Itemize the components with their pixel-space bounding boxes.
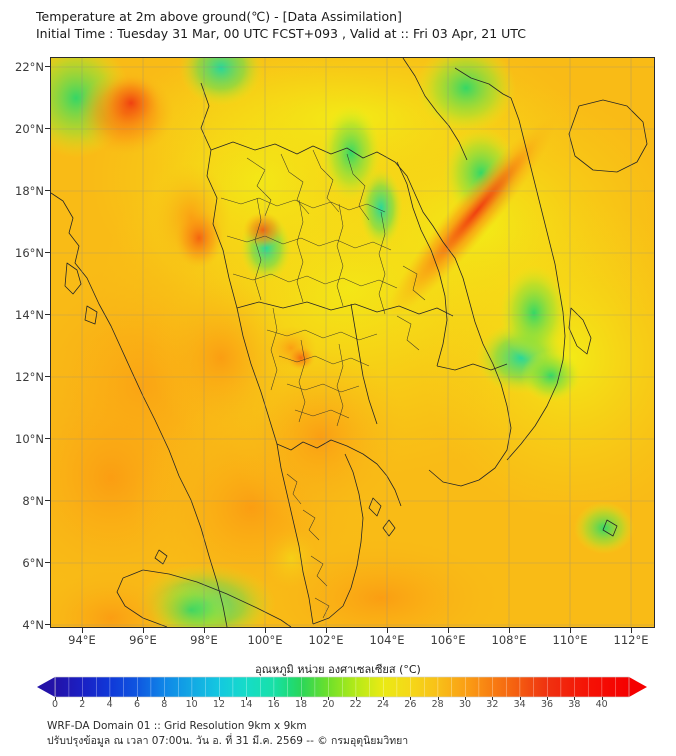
colorbar-tick-mark (410, 697, 412, 700)
colorbar-tick-6: 6 (133, 699, 141, 710)
xtick-label-104e: 104°E (369, 633, 405, 647)
xtick-mark (509, 628, 510, 633)
colorbar-tick-8: 8 (161, 699, 168, 710)
xtick-mark (387, 628, 388, 633)
ytick-mark (45, 66, 50, 67)
colorbar-tick-mark (328, 697, 330, 700)
xtick-mark (326, 628, 327, 633)
colorbar-tick-12: 12 (212, 699, 226, 710)
xtick-label-102e: 102°E (308, 633, 344, 647)
colorbar-tick-mark (383, 697, 384, 700)
ytick-mark (45, 562, 50, 563)
xtick-mark (448, 628, 449, 633)
colorbar-tick-0: 0 (51, 699, 59, 710)
colorbar-title: อุณหภูมิ หน่วย องศาเซลเซียส (°C) (255, 663, 421, 676)
xtick-label-100e: 100°E (247, 633, 283, 647)
chart-subtitle: Initial Time : Tuesday 31 Mar, 00 UTC FC… (36, 26, 526, 41)
footer-update-info: ปรับปรุงข้อมูล ณ เวลา 07:00น. วัน อ. ที่… (47, 735, 409, 747)
colorbar-tick-32: 32 (486, 699, 499, 710)
temperature-field-svg (51, 58, 654, 627)
colorbar: อุณหภูมิ หน่วย องศาเซลเซียส (°C) (0, 660, 676, 712)
ytick-mark (45, 252, 50, 253)
xtick-label-106e: 106°E (430, 633, 466, 647)
ytick-mark (45, 376, 50, 377)
colorbar-tick-40: 40 (595, 699, 608, 710)
temperature-map (50, 57, 655, 628)
xtick-mark (570, 628, 571, 633)
ytick-label-6n: 6°N (22, 556, 44, 570)
province-boundaries-layer (220, 149, 426, 619)
colorbar-tick-mark (355, 697, 357, 700)
colorbar-tick-mark (219, 697, 220, 700)
colorbar-tick-34: 34 (513, 699, 526, 710)
xtick-mark (631, 628, 632, 633)
ytick-mark (45, 500, 50, 501)
ytick-mark (45, 624, 50, 625)
xtick-label-112e: 112°E (613, 633, 649, 647)
ytick-mark (45, 314, 50, 315)
ytick-mark (45, 128, 50, 129)
xtick-mark (143, 628, 144, 633)
colorbar-tick-mark (519, 697, 521, 700)
colorbar-tick-mark (492, 697, 494, 700)
colorbar-tick-18: 18 (294, 699, 308, 710)
ytick-mark (45, 190, 50, 191)
coastline-layer (51, 58, 648, 627)
colorbar-tick-14: 14 (240, 699, 253, 710)
colorbar-tick-28: 28 (431, 699, 444, 710)
xtick-label-96e: 96°E (129, 633, 157, 647)
colorbar-tick-mark (191, 697, 193, 700)
ytick-mark (45, 438, 50, 439)
colorbar-tick-26: 26 (404, 699, 417, 710)
xtick-mark (204, 628, 205, 633)
ytick-label-16n: 16°N (15, 246, 44, 260)
ytick-label-22n: 22°N (15, 60, 44, 74)
xtick-mark (82, 628, 83, 633)
colorbar-tick-4: 4 (106, 699, 113, 710)
colorbar-tick-mark (164, 697, 166, 700)
colorbar-tick-mark (109, 697, 111, 700)
colorbar-tick-mark (574, 697, 576, 700)
chart-title-block: Temperature at 2m above ground(℃) - [Dat… (36, 8, 656, 42)
ytick-label-18n: 18°N (15, 184, 44, 198)
ytick-label-4n: 4°N (22, 618, 44, 632)
colorbar-tick-mark (547, 697, 548, 700)
xtick-label-108e: 108°E (491, 633, 527, 647)
colorbar-tick-mark (55, 697, 56, 700)
colorbar-tick-16: 16 (267, 699, 280, 710)
colorbar-tick-mark (437, 697, 439, 700)
ytick-label-10n: 10°N (15, 432, 44, 446)
ytick-label-14n: 14°N (15, 308, 44, 322)
colorbar-tick-36: 36 (540, 699, 554, 710)
xtick-label-98e: 98°E (190, 633, 218, 647)
ytick-label-8n: 8°N (22, 494, 44, 508)
colorbar-tick-mark (601, 697, 603, 700)
xtick-mark (265, 628, 266, 633)
colorbar-tick-2: 2 (79, 699, 86, 710)
colorbar-tick-mark (273, 697, 275, 700)
ytick-label-20n: 20°N (15, 122, 44, 136)
colorbar-tick-24: 24 (376, 699, 390, 710)
colorbar-tick-22: 22 (349, 699, 362, 710)
colorbar-tick-30: 30 (458, 699, 472, 710)
colorbar-tick-20: 20 (322, 699, 335, 710)
colorbar-tick-mark (465, 697, 466, 700)
colorbar-tick-mark (137, 697, 138, 700)
colorbar-tick-mark (301, 697, 302, 700)
page-title: Temperature at 2m above ground(℃) - [Dat… (36, 9, 402, 24)
colorbar-tick-38: 38 (568, 699, 581, 710)
colorbar-gradient (37, 676, 647, 698)
ytick-label-12n: 12°N (15, 370, 44, 384)
xtick-label-94e: 94°E (68, 633, 96, 647)
colorbar-tick-mark (82, 697, 84, 700)
xtick-label-110e: 110°E (552, 633, 588, 647)
graticule-layer (51, 58, 654, 627)
colorbar-tick-mark (246, 697, 248, 700)
footer-model-info: WRF-DA Domain 01 :: Grid Resolution 9km … (47, 720, 307, 732)
colorbar-tick-10: 10 (185, 699, 198, 710)
